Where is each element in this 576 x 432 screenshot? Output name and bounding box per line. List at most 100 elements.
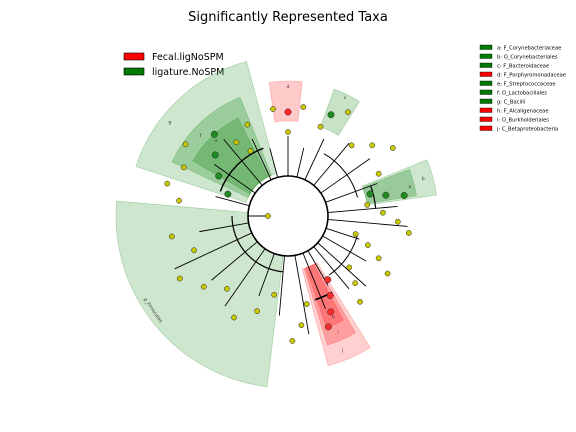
tree-node <box>300 104 307 110</box>
tree-branch <box>325 227 360 240</box>
tree-node <box>352 231 359 237</box>
clade-sector-e <box>192 117 269 195</box>
tree-node <box>317 123 324 130</box>
tree-branch <box>174 232 252 270</box>
tree-branch <box>215 196 250 207</box>
tree-node <box>380 209 386 216</box>
legend-label-ligature: ligature.NoSPM <box>152 67 224 78</box>
tree-node <box>211 151 219 159</box>
tree-node <box>285 129 291 135</box>
tree-branch <box>224 248 266 307</box>
taxa-legend-swatch <box>479 107 493 113</box>
clade-label-g: g <box>168 121 171 126</box>
tree-branch <box>327 219 408 227</box>
taxa-legend-label: d: F_Porphyromonadaceae <box>497 72 566 78</box>
tree-node <box>270 106 276 112</box>
tree-branch <box>296 147 305 178</box>
tree-node <box>191 247 197 254</box>
tree-branch <box>278 255 285 316</box>
tree-branch <box>223 139 263 186</box>
clade-label-d: d <box>287 84 290 90</box>
tree-branch <box>269 148 279 178</box>
tree-node <box>233 139 240 146</box>
taxa-legend-label: f: O_Lactobacillales <box>497 90 547 96</box>
tree-arc <box>329 234 359 276</box>
tree-branch <box>313 142 350 186</box>
clade-label-i: i <box>337 330 338 336</box>
tree-node <box>182 141 189 148</box>
tree-node <box>405 230 412 236</box>
taxa-legend-swatch <box>479 89 493 95</box>
tree-node <box>375 255 382 262</box>
taxa-legend-swatch <box>479 125 493 131</box>
tree-node <box>327 111 335 119</box>
tree-node <box>365 242 371 248</box>
taxa-legend-label: g: C_Bacilli <box>497 99 525 105</box>
clade-sector-i <box>303 263 356 346</box>
tree-node <box>303 301 310 307</box>
tree-branch <box>325 183 378 203</box>
clade-label-h: h <box>332 314 335 320</box>
tree-node <box>389 145 396 151</box>
tree-node <box>352 280 359 287</box>
tree-node <box>364 202 371 208</box>
tree-node <box>224 285 230 292</box>
taxa-legend-label: h: F_Alcaligenaceae <box>497 108 549 114</box>
taxa-legend-label: a: F_Corynebacteriaceae <box>497 45 561 51</box>
tree-node <box>369 142 376 149</box>
tree-node <box>382 191 390 199</box>
tree-node <box>327 308 335 316</box>
legend-swatch-fecal <box>123 52 145 61</box>
tree-node <box>357 298 363 305</box>
tree-node <box>348 142 355 149</box>
clade-sector-d <box>268 80 303 123</box>
clade-label-j: j <box>341 347 343 353</box>
clade-label-b: b <box>422 176 425 182</box>
taxa-legend-swatch <box>479 98 493 104</box>
tree-node <box>345 109 351 115</box>
tree-arc <box>314 291 333 301</box>
tree-arc <box>231 215 284 273</box>
tree-branch <box>327 205 398 213</box>
taxa-legend-label: j: C_Betaproteobacteria <box>496 126 558 132</box>
tree-arc <box>370 185 377 209</box>
tree-node <box>375 170 382 177</box>
taxa-legend: a: F_Corynebacteriaceae b: O_Corynebacter… <box>479 44 566 132</box>
taxa-legend-label: i: O_Burkholderiales <box>497 117 549 123</box>
tree-branch <box>294 255 310 335</box>
clade-sector-c <box>320 88 360 136</box>
tree-node <box>244 121 251 128</box>
tree-node <box>224 190 232 198</box>
tree-node <box>384 270 391 277</box>
legend-swatch-ligature <box>123 67 145 76</box>
tree-arc <box>219 147 264 192</box>
tree-branch <box>258 253 275 297</box>
clade-label-c: c <box>344 96 347 101</box>
tree-node <box>326 292 334 299</box>
tree-node <box>324 276 332 284</box>
tree-node <box>247 148 254 154</box>
taxa-legend-swatch <box>479 71 493 77</box>
tree-node <box>180 164 187 171</box>
tree-node <box>271 291 277 298</box>
group-legend: Fecal.ligNoSPM ligature.NoSPM <box>123 52 224 78</box>
taxa-legend-swatch <box>479 116 493 122</box>
tree-branch <box>214 164 256 194</box>
clade-sector-phylum <box>115 200 284 388</box>
tree-branch <box>304 138 325 180</box>
tree-branch <box>251 138 272 180</box>
tree-node <box>254 308 260 314</box>
tree-node <box>210 130 218 138</box>
taxa-legend-label: e: F_Streptococcaceae <box>497 81 556 87</box>
tree-node <box>394 218 401 225</box>
taxa-legend-swatch <box>479 44 493 50</box>
tree-node <box>215 172 223 180</box>
tree-node <box>289 338 296 344</box>
tree-node <box>200 283 207 290</box>
clade-label-f: f <box>199 133 201 139</box>
tree-node <box>400 192 408 199</box>
tree-branch <box>320 158 371 194</box>
legend-label-fecal: Fecal.ligNoSPM <box>152 52 224 63</box>
